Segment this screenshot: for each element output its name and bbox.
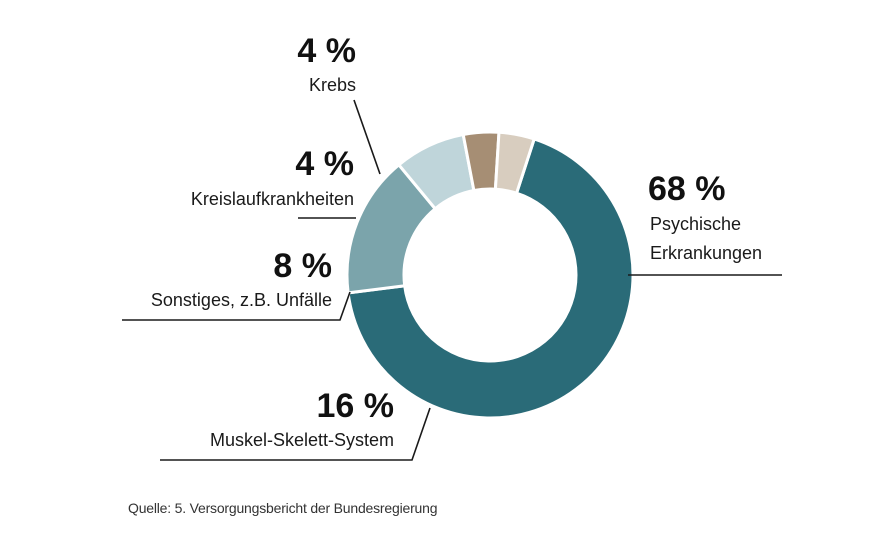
leader-line-muskel (160, 407, 431, 461)
donut-slice-1 (346, 137, 635, 420)
label-kreislauf: Kreislaufkrankheiten (191, 189, 354, 209)
chart-slices (345, 130, 635, 420)
pct-label-sonstiges: 8 % (273, 247, 332, 285)
label-krebs: Krebs (309, 75, 356, 95)
leader-lines (122, 99, 782, 461)
label-psychische-line1: Psychische (650, 214, 741, 234)
leader-line-sonstiges (122, 291, 351, 321)
label-muskel: Muskel-Skelett-System (210, 430, 394, 450)
source-note: Quelle: 5. Versorgungsbericht der Bundes… (128, 500, 438, 516)
leader-line-krebs (353, 99, 381, 175)
pct-label-krebs: 4 % (297, 32, 356, 70)
pct-label-psychische: 68 % (648, 170, 726, 208)
label-sonstiges: Sonstiges, z.B. Unfälle (151, 290, 332, 310)
pct-label-kreislauf: 4 % (295, 145, 354, 183)
donut-slice-5 (493, 130, 537, 196)
slice-labels: 68 % Psychische Erkrankungen 16 % Muskel… (151, 32, 762, 450)
label-psychische-line2: Erkrankungen (650, 243, 762, 263)
pct-label-muskel: 16 % (317, 387, 395, 425)
